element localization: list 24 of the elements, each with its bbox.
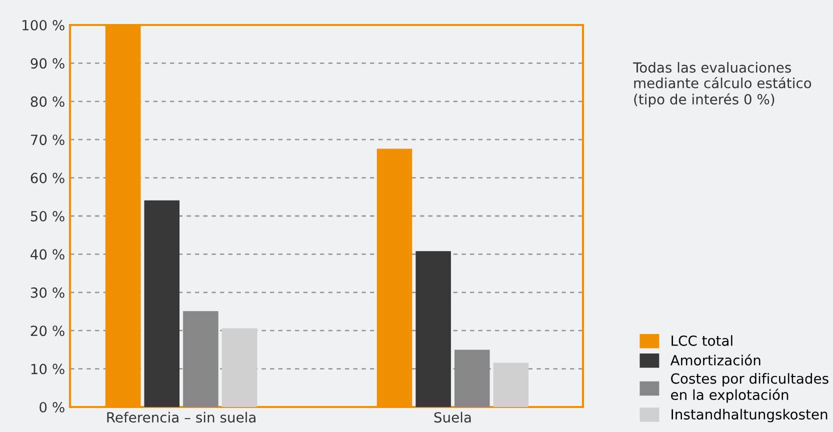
bar bbox=[493, 362, 529, 407]
x-tick-label: Referencia – sin suela bbox=[107, 412, 256, 423]
y-tick-label: 90 % bbox=[30, 58, 64, 69]
y-tick-label: 60 % bbox=[30, 172, 64, 184]
bar bbox=[454, 350, 490, 407]
bar bbox=[416, 251, 451, 407]
legend-label: Costes por dificultades en la explotación bbox=[671, 373, 828, 403]
legend-label: Amortización bbox=[670, 354, 760, 366]
y-tick-label: 70 % bbox=[30, 134, 64, 146]
y-tick-label: 100 % bbox=[22, 20, 64, 30]
y-tick-label: 40 % bbox=[30, 249, 64, 260]
bar bbox=[144, 200, 180, 407]
y-tick-label: 80 % bbox=[30, 96, 64, 107]
y-tick-label: 30 % bbox=[30, 287, 64, 298]
y-tick-label: 0 % bbox=[40, 402, 64, 412]
bar bbox=[183, 311, 218, 407]
bar bbox=[222, 328, 258, 407]
y-tick-label: 50 % bbox=[30, 210, 64, 222]
x-tick-label: Suela bbox=[434, 412, 471, 423]
text: Todas las evaluaciones mediante cálculo estático (tipo de interés 0 %) bbox=[632, 62, 812, 108]
y-tick-label: 10 % bbox=[31, 364, 64, 374]
legend-label: Instandhaltungskosten bbox=[672, 408, 828, 422]
y-tick-label: 20 % bbox=[30, 326, 64, 336]
legend-label: LCC total bbox=[672, 335, 732, 346]
